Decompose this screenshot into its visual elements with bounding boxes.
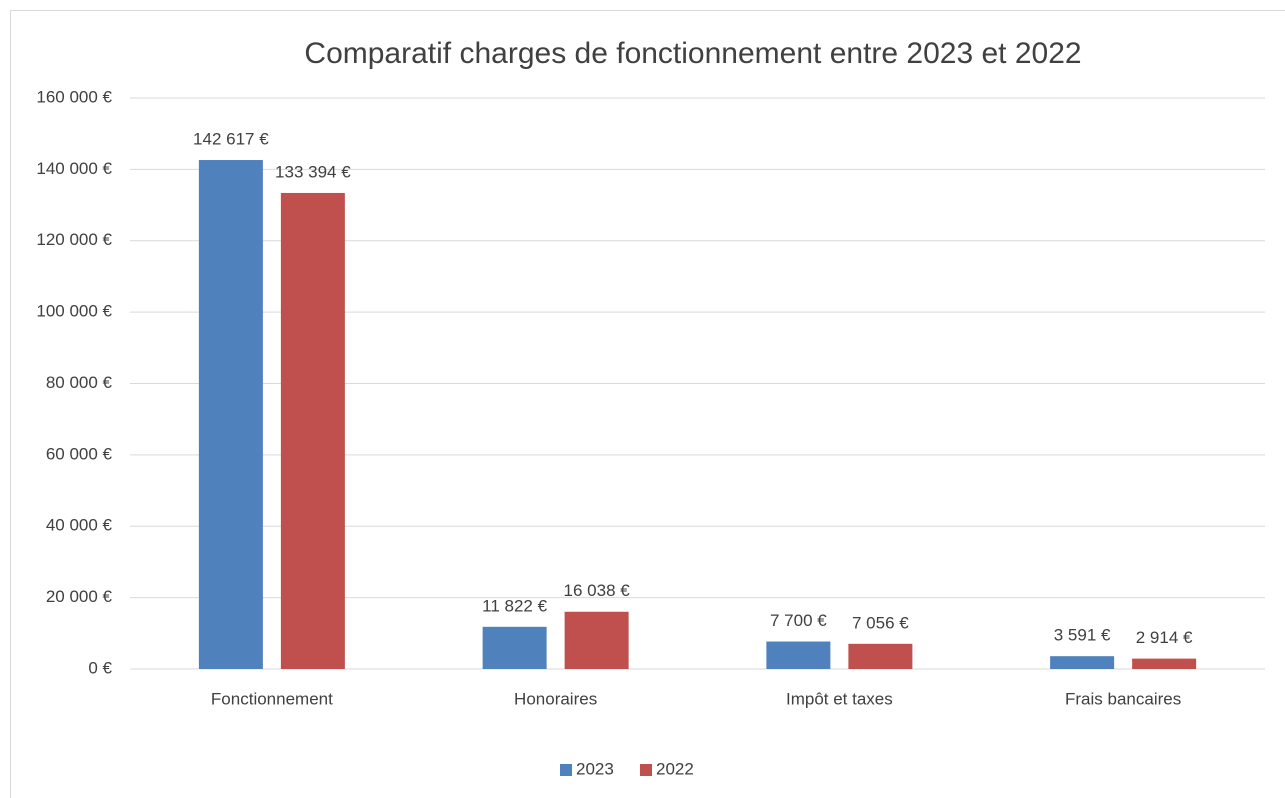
data-label: 2 914 €: [1136, 628, 1193, 647]
legend-swatch: [560, 764, 572, 776]
data-label: 7 700 €: [770, 611, 827, 630]
bar: [482, 626, 547, 669]
x-tick-label: Impôt et taxes: [786, 689, 893, 708]
bar: [1050, 656, 1115, 669]
y-tick-label: 20 000 €: [46, 587, 113, 606]
legend-swatch: [640, 764, 652, 776]
legend-label: 2022: [656, 759, 694, 778]
data-label: 142 617 €: [193, 130, 269, 149]
data-label: 11 822 €: [482, 596, 547, 615]
bar: [848, 643, 913, 669]
y-tick-label: 140 000 €: [36, 159, 112, 178]
y-tick-label: 160 000 €: [36, 87, 112, 106]
x-tick-label: Fonctionnement: [211, 689, 333, 708]
x-tick-label: Honoraires: [514, 689, 597, 708]
bar: [198, 160, 263, 669]
y-tick-label: 0 €: [88, 658, 112, 677]
y-tick-label: 40 000 €: [46, 516, 113, 535]
bar: [766, 641, 831, 669]
legend-label: 2023: [576, 759, 614, 778]
data-label: 16 038 €: [564, 581, 631, 600]
y-tick-label: 80 000 €: [46, 373, 113, 392]
y-tick-label: 60 000 €: [46, 444, 113, 463]
data-label: 133 394 €: [275, 162, 351, 181]
data-label: 3 591 €: [1054, 626, 1111, 645]
bar: [1132, 658, 1197, 669]
bar: [280, 192, 345, 669]
y-tick-label: 100 000 €: [36, 302, 112, 321]
data-label: 7 056 €: [852, 613, 909, 632]
x-tick-label: Frais bancaires: [1065, 689, 1181, 708]
chart-title: Comparatif charges de fonctionnement ent…: [304, 37, 1081, 70]
bar: [564, 611, 629, 669]
y-tick-label: 120 000 €: [36, 230, 112, 249]
